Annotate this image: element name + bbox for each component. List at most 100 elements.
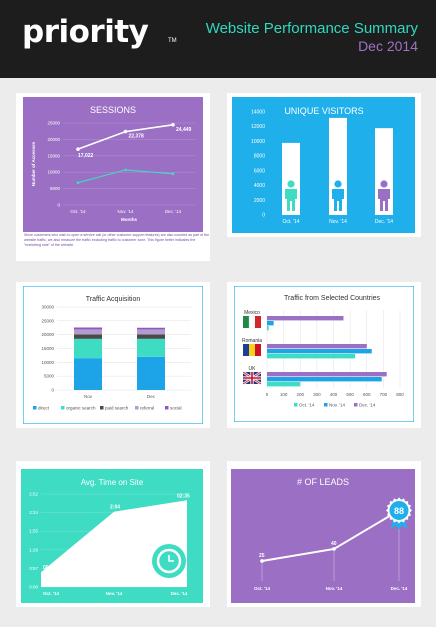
time-data-label: 02:35	[177, 493, 190, 499]
mexico-flag-icon	[243, 316, 249, 328]
countries-title: Traffic from Selected Countries	[284, 295, 381, 302]
clock-icon	[156, 548, 182, 574]
countries-legend-label: Dec. '14	[359, 403, 376, 408]
time-ytick: 1:26	[29, 547, 38, 552]
acquisition-ytick: 15000	[41, 346, 54, 351]
brand-logo: priority	[22, 14, 149, 50]
header: priority TM Website Performance Summary …	[0, 0, 436, 78]
sessions-data-label: 22,378	[129, 134, 145, 140]
acquisition-legend-swatch	[61, 406, 65, 410]
sessions-point	[76, 147, 80, 151]
mexico-flag-icon	[255, 316, 261, 328]
acquisition-ytick: 0	[51, 388, 54, 393]
acquisition-ytick: 30000	[41, 305, 54, 310]
visitors-ytick: 0	[262, 213, 265, 219]
leads-data-label: 88	[394, 506, 404, 516]
countries-xtick: 200	[296, 392, 304, 397]
visitors-ytick: 8000	[254, 154, 265, 160]
countries-xtick: 300	[313, 392, 321, 397]
sessions-point	[171, 172, 175, 176]
visitors-ytick: 12000	[251, 124, 265, 130]
visitors-ytick: 14000	[251, 110, 265, 116]
acquisition-ytick: 5000	[44, 374, 55, 379]
leads-data-label: 40	[331, 541, 337, 547]
sessions-xtick: Dec. '14	[165, 209, 182, 214]
person-icon	[332, 180, 344, 211]
leads-data-label: 25	[259, 553, 265, 559]
time-area	[41, 500, 187, 587]
romania-flag-icon	[255, 344, 261, 356]
sessions-xtick: Oct. '14	[70, 209, 86, 214]
acquisition-bar-segment	[74, 334, 102, 339]
sessions-point	[171, 123, 175, 127]
time-xtick: Dec. '14	[171, 591, 188, 596]
acquisition-bar-segment	[137, 334, 165, 339]
sessions-ylabel: Number of Accesses	[31, 141, 36, 186]
visitors-ytick: 4000	[254, 183, 265, 189]
countries-category-label: Mexico	[244, 310, 260, 316]
acquisition-legend-label: direct	[38, 406, 50, 411]
acquisition-legend-swatch	[100, 406, 104, 410]
countries-bar	[267, 344, 367, 349]
sessions-data-label: 24,449	[176, 127, 192, 133]
countries-xtick: 800	[396, 392, 404, 397]
countries-xtick: 600	[363, 392, 371, 397]
time-ytick: 1:55	[29, 529, 38, 534]
acquisition-legend-label: referral	[140, 406, 154, 411]
countries-legend-swatch	[294, 403, 298, 407]
sessions-point	[124, 168, 127, 172]
countries-chart: Traffic from Selected Countries 0 100 200 30…	[234, 286, 414, 422]
leads-background	[231, 469, 415, 603]
countries-bar	[267, 349, 372, 354]
visitors-xtick: Dec. '14	[375, 219, 393, 225]
time-xtick: Nov. '14	[106, 591, 123, 596]
countries-bar	[267, 321, 274, 326]
sessions-chart: SESSIONS 0 5000 10000 15000 20000 25000 Oct. '1…	[23, 97, 203, 232]
acquisition-bar-segment	[137, 356, 165, 390]
countries-xtick: 500	[346, 392, 354, 397]
acquisition-legend-swatch	[135, 406, 139, 410]
visitors-ytick: 6000	[254, 168, 265, 174]
time-ytick: 2:52	[29, 492, 38, 497]
countries-bar	[267, 382, 301, 387]
time-ytick: 0:57	[29, 566, 38, 571]
time-ytick: 0:00	[29, 585, 38, 590]
sessions-ytick: 10000	[47, 170, 60, 175]
acquisition-title: Traffic Acquisition	[86, 296, 141, 303]
acquisition-xtick: Dec	[147, 394, 156, 399]
person-icon	[378, 180, 390, 211]
acquisition-bar-segment	[74, 329, 102, 335]
time-ytick: 2:24	[29, 510, 38, 515]
countries-legend-swatch	[324, 403, 328, 407]
time-xtick: Oct. '14	[43, 591, 60, 596]
acquisition-legend-swatch	[33, 406, 37, 410]
acquisition-legend-swatch	[165, 406, 169, 410]
sessions-point	[76, 181, 80, 184]
sessions-ytick: 5000	[50, 186, 61, 191]
leads-xtick: Nov. '14	[326, 586, 343, 591]
time-data-label: 2:04	[110, 505, 120, 511]
countries-xtick: 0	[266, 392, 269, 397]
acquisition-bar-segment	[74, 327, 102, 330]
report-title: Website Performance Summary	[205, 20, 418, 37]
romania-flag-icon	[243, 344, 249, 356]
acquisition-bar-segment	[137, 327, 165, 330]
acquisition-legend-label: paid search	[105, 406, 129, 411]
time-chart: Avg. Time on Site 0:00 0:57 1:26 1:55 2:24 2:5…	[21, 469, 203, 603]
countries-legend-label: Nov. '14	[329, 403, 346, 408]
countries-legend-swatch	[354, 403, 358, 407]
sessions-title: SESSIONS	[90, 105, 136, 115]
sessions-ytick: 15000	[47, 153, 60, 158]
leads-chart: # OF LEADS 25 40 88 Oct. '14 Nov. '14 Dec. '14	[231, 469, 415, 603]
leads-xtick: Dec. '14	[391, 586, 408, 591]
acquisition-xtick: Nov	[84, 394, 93, 399]
visitors-xtick: Nov. '14	[329, 219, 347, 225]
countries-bar	[267, 372, 387, 377]
person-icon	[285, 180, 297, 211]
sessions-note: Since customers who wish to open a servi…	[24, 233, 210, 248]
acquisition-ytick: 20000	[41, 332, 54, 337]
time-title: Avg. Time on Site	[81, 478, 144, 487]
sessions-point	[123, 129, 128, 134]
mexico-flag-icon	[248, 315, 256, 329]
acquisition-bar-segment	[137, 329, 165, 335]
